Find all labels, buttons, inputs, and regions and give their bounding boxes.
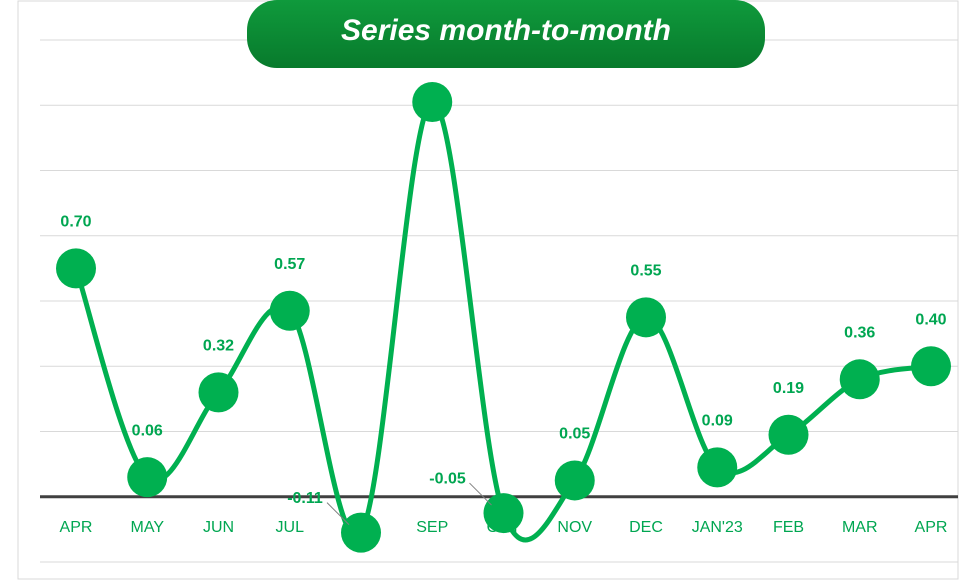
marker (911, 346, 951, 387)
data-label: 0.09 (702, 413, 733, 430)
marker (412, 81, 453, 122)
x-tick-label: JAN'23 (692, 519, 743, 536)
data-label: 0.36 (844, 325, 875, 342)
x-tick-label: MAR (842, 519, 878, 536)
chart-border (17, 0, 959, 580)
marker (198, 372, 239, 413)
marker (839, 359, 880, 400)
marker (341, 512, 381, 553)
marker (554, 460, 595, 501)
marker (127, 457, 168, 498)
data-label: 0.05 (559, 426, 590, 443)
x-tick-label: MAY (131, 519, 165, 536)
data-label: 0.06 (132, 422, 163, 439)
leader-line (326, 502, 350, 525)
x-tick-label: JUN (203, 519, 234, 536)
x-tick-label: DEC (629, 519, 663, 536)
plot: APRMAYJUNJULAUGSEPOCTNOVDECJAN'23FEBMARA… (56, 47, 951, 553)
marker (56, 248, 96, 289)
marker (626, 297, 666, 338)
marker (768, 414, 809, 455)
data-label: 0.40 (915, 311, 946, 328)
title-box (247, 0, 765, 68)
data-label: 0.57 (274, 256, 305, 273)
data-label: -0.11 (287, 490, 323, 507)
x-tick-label: APR (915, 519, 948, 536)
data-label: 0.19 (773, 380, 804, 397)
x-tick-label: NOV (557, 519, 592, 536)
data-label: 0.55 (630, 263, 661, 280)
x-tick-label: FEB (773, 519, 804, 536)
data-label: 0.32 (203, 338, 234, 355)
data-label: -0.05 (429, 470, 466, 487)
x-tick-label: JUL (276, 519, 305, 536)
data-label: 0.70 (60, 214, 91, 231)
marker (483, 493, 524, 534)
marker (269, 290, 310, 331)
leader-line (469, 482, 492, 506)
x-tick-label: APR (60, 519, 93, 536)
chart-title: Series month-to-month (341, 14, 671, 47)
x-tick-label: SEP (416, 519, 448, 536)
marker (697, 447, 738, 488)
